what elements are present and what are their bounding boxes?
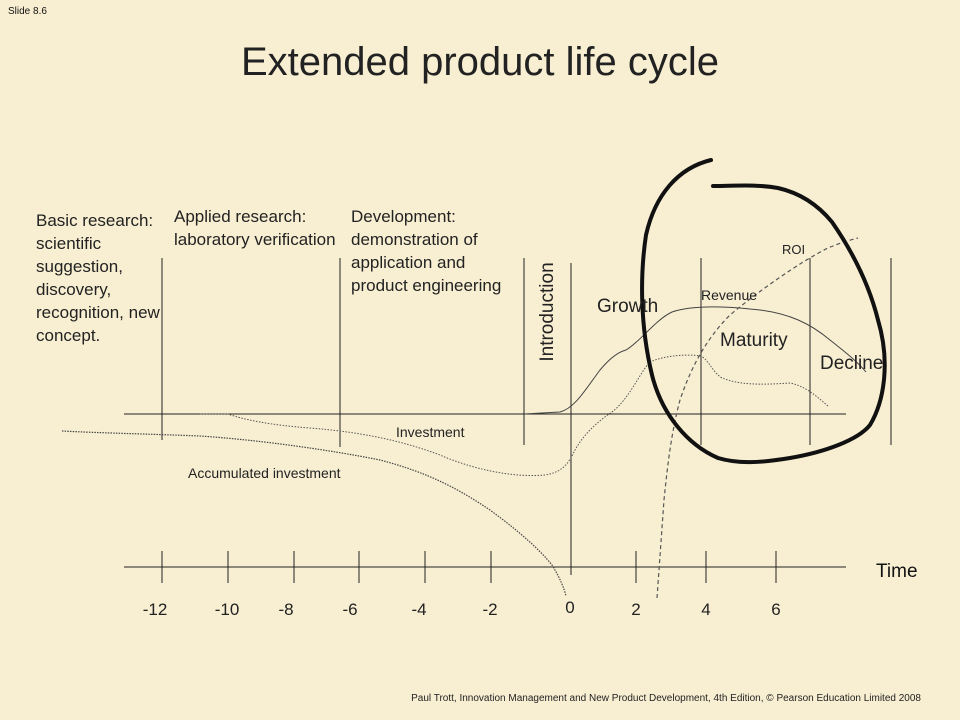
revenue-curve [523,306,867,415]
tick-label: -2 [482,600,498,619]
tick-label: 2 [631,600,641,619]
page-title: Extended product life cycle [240,40,720,84]
accumulated-investment-label: Accumulated investment [188,465,341,481]
accumulated-investment-curve [61,430,567,597]
time-axis-label: Time [876,561,918,582]
phase-applied-research: Applied research: laboratory verificatio… [174,207,336,249]
stage-growth: Growth [597,296,659,317]
roi-label: ROI [782,242,806,257]
footer-credit: Paul Trott, Innovation Management and Ne… [411,693,921,704]
phase-development: Development: demonstration of applicatio… [351,207,502,295]
tick-label: -12 [142,600,168,619]
tick-label: -4 [411,600,427,619]
phase-basic-research: Basic research: scientific suggestion, d… [36,211,160,345]
tick-label: 0 [565,598,575,617]
revenue-label: Revenue [701,287,758,303]
tick-label: -6 [342,600,358,619]
stage-maturity: Maturity [720,330,788,351]
slide-number: Slide 8.6 [8,6,47,17]
hand-drawn-circle [640,158,887,465]
tick-label: 4 [701,600,711,619]
stage-decline: Decline [820,353,884,374]
roi-curve [656,237,859,599]
investment-curve [200,354,829,477]
time-ticks [161,551,777,583]
investment-label: Investment [396,424,465,440]
tick-label: -10 [214,600,240,619]
tick-label: 6 [771,600,781,619]
stage-introduction: Introduction [537,262,558,362]
tick-label: -8 [278,600,294,619]
